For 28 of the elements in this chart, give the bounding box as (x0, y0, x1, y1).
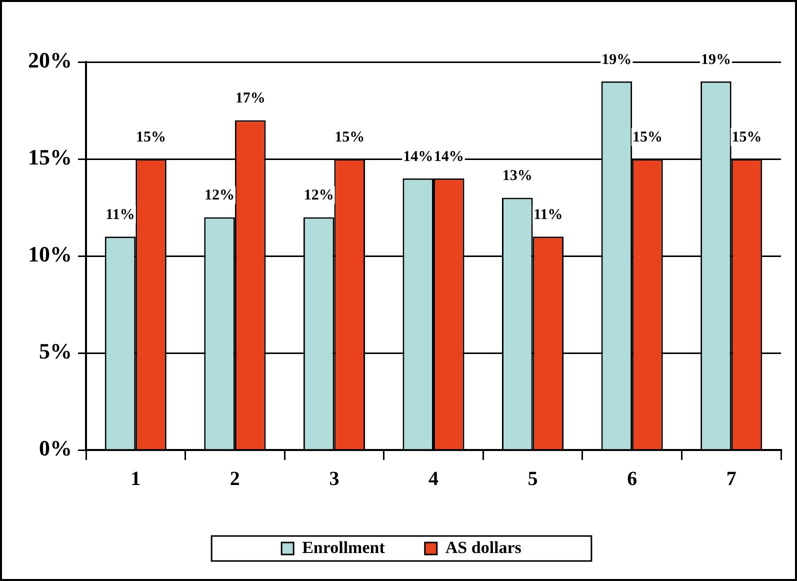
y-tick-label: 15% (28, 144, 72, 170)
data-label: 17% (235, 90, 266, 107)
data-label: 11% (534, 206, 563, 223)
data-label: 14% (434, 148, 464, 165)
data-label: 15% (334, 129, 365, 146)
y-tick-label: 20% (28, 48, 72, 73)
y-tick-label: 10% (28, 242, 72, 267)
x-tick-label: 6 (627, 468, 638, 490)
data-label: 15% (632, 129, 662, 146)
data-label: 19% (700, 52, 731, 68)
data-label: 14% (403, 148, 434, 165)
y-tick-label: 0% (39, 436, 72, 461)
data-label: 15% (732, 129, 762, 146)
data-label: 15% (136, 129, 166, 146)
x-tick-label: 3 (329, 468, 340, 490)
data-label: 11% (106, 206, 135, 223)
x-tick-label: 1 (130, 468, 141, 490)
x-tick-label: 4 (428, 468, 438, 490)
data-label: 12% (304, 188, 334, 204)
legend-label: Enrollment (302, 538, 386, 557)
data-label: 13% (502, 168, 532, 184)
x-tick-label: 5 (528, 468, 538, 490)
data-label: 12% (204, 188, 235, 204)
x-tick-label: 2 (230, 468, 240, 490)
legend-label: AS dollars (445, 538, 522, 557)
y-tick-label: 5% (39, 338, 72, 364)
x-tick-label: 7 (726, 468, 736, 490)
data-label: 19% (602, 52, 632, 68)
